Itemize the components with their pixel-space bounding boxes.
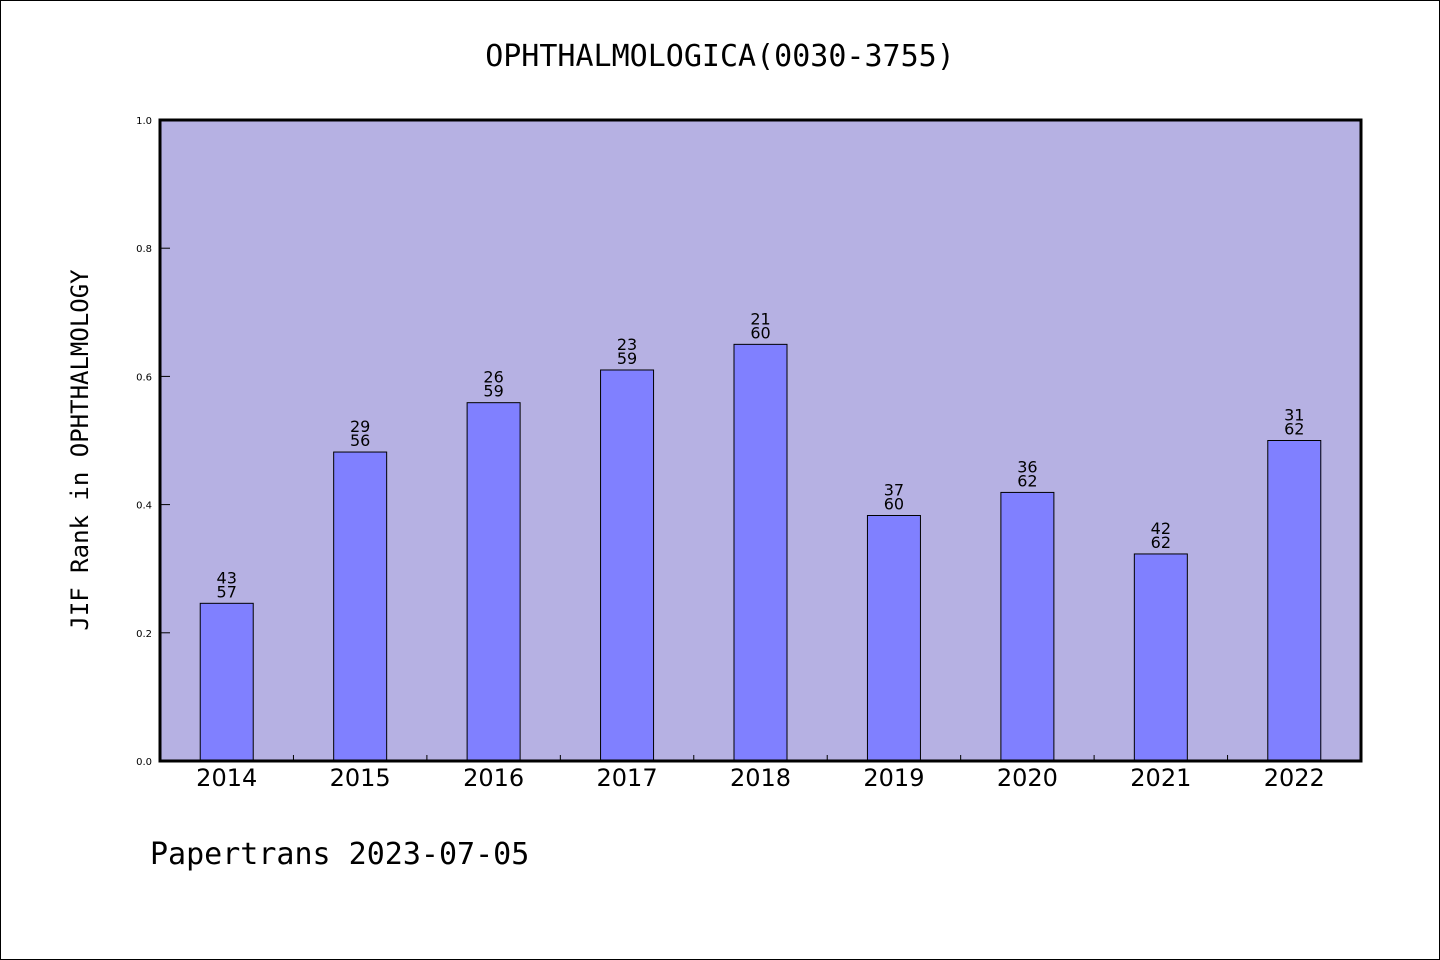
bar-2017 bbox=[600, 369, 655, 762]
rank-label: 42 bbox=[1151, 519, 1171, 538]
x-axis-ticks: 2014 2015 2016 2017 2018 2019 2020 2021 2022 bbox=[196, 755, 1325, 792]
total-label: 59 bbox=[617, 349, 637, 368]
x-tick-label: 2016 bbox=[463, 764, 524, 792]
y-tick-label: 0.6 bbox=[136, 372, 152, 383]
y-axis-label: JIF Rank in OPHTHALMOLOGY bbox=[66, 269, 94, 631]
total-label: 62 bbox=[1151, 533, 1171, 552]
x-tick-label: 2022 bbox=[1264, 764, 1325, 792]
bar-2020 bbox=[1000, 491, 1055, 762]
x-tick-label: 2018 bbox=[730, 764, 791, 792]
x-tick-label: 2019 bbox=[863, 764, 924, 792]
rank-label: 31 bbox=[1284, 406, 1304, 425]
total-label: 60 bbox=[750, 323, 770, 342]
x-tick-label: 2021 bbox=[1130, 764, 1191, 792]
rank-label: 36 bbox=[1017, 457, 1037, 476]
bar-2016 bbox=[466, 402, 521, 762]
total-label: 62 bbox=[1017, 471, 1037, 490]
total-label: 60 bbox=[884, 494, 904, 513]
chart-title: OPHTHALMOLOGICA(0030-3755) bbox=[485, 39, 955, 74]
bar-2015 bbox=[333, 451, 388, 762]
bar-2018 bbox=[733, 343, 788, 762]
x-tick-label: 2020 bbox=[997, 764, 1058, 792]
bar-2019 bbox=[866, 514, 921, 762]
footer-credit: Papertrans 2023-07-05 bbox=[150, 837, 529, 872]
rank-label: 43 bbox=[217, 568, 237, 587]
y-tick-label: 0.0 bbox=[136, 757, 152, 768]
y-tick-label: 0.4 bbox=[136, 501, 152, 512]
total-label: 57 bbox=[217, 582, 237, 601]
x-tick-label: 2017 bbox=[597, 764, 658, 792]
rank-label: 29 bbox=[350, 417, 370, 436]
bar-2014 bbox=[199, 602, 254, 762]
total-label: 62 bbox=[1284, 420, 1304, 439]
total-label: 56 bbox=[350, 431, 370, 450]
y-tick-label: 0.8 bbox=[136, 244, 152, 255]
x-tick-label: 2015 bbox=[330, 764, 391, 792]
plot-border bbox=[158, 118, 1363, 763]
total-label: 59 bbox=[483, 382, 503, 401]
bars bbox=[199, 343, 1322, 762]
x-tick-label: 2014 bbox=[196, 764, 257, 792]
y-tick-label: 1.0 bbox=[136, 116, 152, 127]
rank-label: 26 bbox=[483, 368, 503, 387]
rank-label: 23 bbox=[617, 335, 637, 354]
bar-2021 bbox=[1133, 553, 1188, 762]
rank-label: 37 bbox=[884, 480, 904, 499]
rank-label: 21 bbox=[750, 309, 770, 328]
y-tick-label: 0.2 bbox=[136, 629, 152, 640]
bar-2022 bbox=[1267, 440, 1322, 762]
